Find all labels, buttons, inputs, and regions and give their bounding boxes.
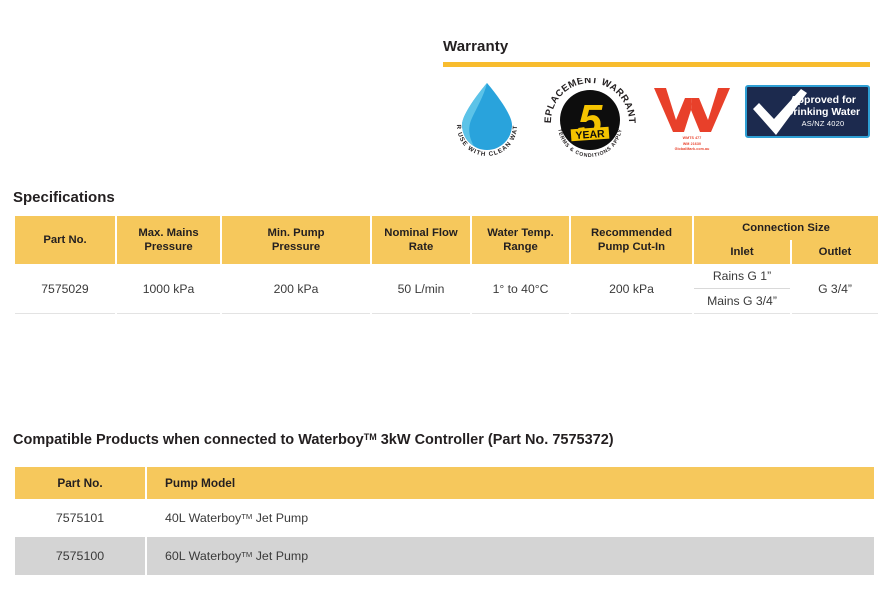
checkmark-icon: [753, 89, 807, 135]
compat-cell-part-no: 7575101: [15, 499, 145, 537]
spec-header-nominal-flow-rate: Nominal Flow Rate: [372, 216, 470, 265]
model-prefix: 60L Waterboy: [165, 549, 242, 563]
spec-cell-max-mains-pressure: 1000 kPa: [117, 264, 220, 315]
spec-header-part-no: Part No.: [15, 216, 115, 265]
model-suffix: Jet Pump: [252, 511, 309, 525]
table-row: 7575100 60L WaterboyTM Jet Pump: [15, 537, 874, 575]
spec-cell-min-pump-pressure: 200 kPa: [222, 264, 370, 315]
watermark-line-2: WM 21630: [682, 141, 702, 146]
spec-header-cutin-l1: Recommended: [591, 227, 672, 239]
specifications-table: Part No. Max. Mains Pressure Min. Pump P…: [13, 216, 880, 315]
warranty-underline: [443, 62, 870, 67]
spec-header-temp-l2: Range: [503, 241, 538, 254]
inlet-rains-value: Rains G 1”: [694, 264, 790, 290]
spec-cell-recommended-pump-cut-in: 200 kPa: [571, 264, 692, 315]
compatible-title-tm: TM: [363, 432, 377, 443]
spec-header-max-mains-pressure: Max. Mains Pressure: [117, 216, 220, 265]
spec-cell-nominal-flow-rate: 50 L/min: [372, 264, 470, 315]
clean-water-drop-badge: FOR USE WITH CLEAN WATER: [445, 73, 526, 158]
compat-header-row: Part No. Pump Model: [15, 467, 874, 499]
spec-header-flow-l1: Nominal Flow: [384, 227, 458, 239]
spec-header-recommended-cut-in: Recommended Pump Cut-In: [571, 216, 692, 265]
spec-header-temp-l1: Water Temp.: [487, 227, 554, 239]
spec-cell-water-temp-range: 1° to 40°C: [472, 264, 569, 315]
five-year-warranty-badge: REPLACEMENT WARRANTY TERMS & CONDITIONS …: [536, 70, 640, 159]
inlet-values: Rains G 1” Mains G 3/4”: [694, 264, 790, 313]
spec-cell-outlet: G 3/4”: [792, 264, 878, 315]
spec-header-min-pump-l1: Min. Pump: [267, 227, 325, 239]
specifications-heading: Specifications: [13, 189, 115, 206]
compat-header-part-no: Part No.: [15, 467, 145, 499]
warranty-badges: FOR USE WITH CLEAN WATER REPLACEMENT WAR…: [443, 70, 873, 160]
compat-cell-part-no: 7575100: [15, 537, 145, 575]
warranty-section: Warranty: [443, 38, 870, 67]
compat-cell-pump-model: 60L WaterboyTM Jet Pump: [147, 537, 874, 575]
spec-header-max-mains-l2: Pressure: [144, 241, 193, 254]
adw-line-2: Drinking Water: [785, 105, 861, 118]
approved-drinking-water-badge: Approved for Drinking Water AS/NZ 4020: [745, 85, 870, 138]
spec-header-min-pump-pressure: Min. Pump Pressure: [222, 216, 370, 265]
spec-header-outlet: Outlet: [792, 240, 878, 265]
watermark-subtext: WMTS 477 WM 21630 GlobalMark.com.au: [646, 136, 738, 152]
compatible-products-table: Part No. Pump Model 7575101 40L Waterboy…: [13, 467, 876, 575]
model-tm: TM: [241, 549, 253, 559]
compat-header-pump-model: Pump Model: [147, 467, 874, 499]
adw-standard: AS/NZ 4020: [801, 118, 845, 128]
spec-header-row-1: Part No. Max. Mains Pressure Min. Pump P…: [15, 216, 878, 265]
spec-cell-part-no: 7575029: [15, 264, 115, 315]
spec-header-cutin-l2: Pump Cut-In: [597, 241, 666, 254]
compatible-title-part1: Compatible Products when connected to Wa…: [13, 432, 364, 448]
spec-header-inlet: Inlet: [694, 240, 790, 265]
model-tm: TM: [241, 511, 253, 521]
inlet-mains-value: Mains G 3/4”: [707, 294, 777, 309]
spec-header-flow-l2: Rate: [408, 241, 434, 254]
compat-cell-pump-model: 40L WaterboyTM Jet Pump: [147, 499, 874, 537]
table-row: 7575101 40L WaterboyTM Jet Pump: [15, 499, 874, 537]
spec-header-connection-size: Connection Size: [694, 216, 878, 241]
compatible-products-heading: Compatible Products when connected to Wa…: [13, 432, 614, 448]
approved-drinking-water-text: Approved for Drinking Water AS/NZ 4020: [783, 94, 863, 128]
watermark-line-3: GlobalMark.com.au: [674, 146, 710, 151]
clean-water-drop-icon: FOR USE WITH CLEAN WATER: [445, 73, 518, 158]
spec-cell-inlet: Rains G 1” Mains G 3/4”: [694, 264, 790, 315]
five-year-warranty-icon: REPLACEMENT WARRANTY TERMS & CONDITIONS …: [536, 70, 636, 159]
adw-line-1: Approved for: [790, 94, 856, 106]
compatible-title-part2: 3kW Controller (Part No. 7575372): [376, 432, 614, 448]
spec-data-row: 7575029 1000 kPa 200 kPa 50 L/min 1° to …: [15, 264, 878, 315]
spec-header-max-mains-l1: Max. Mains: [138, 227, 199, 239]
model-suffix: Jet Pump: [252, 549, 309, 563]
spec-header-min-pump-l2: Pressure: [271, 241, 321, 254]
spec-header-water-temp-range: Water Temp. Range: [472, 216, 569, 265]
watermark-line-1: WMTS 477: [682, 136, 702, 141]
warranty-heading: Warranty: [443, 38, 509, 55]
watermark-certified-badge: WMTS 477 WM 21630 GlobalMark.com.au: [646, 84, 738, 154]
watermark-w-icon: [654, 88, 730, 132]
svg-text:YEAR: YEAR: [575, 128, 605, 142]
spec-header-row-2: Inlet Outlet: [15, 240, 878, 265]
model-prefix: 40L Waterboy: [165, 511, 242, 525]
